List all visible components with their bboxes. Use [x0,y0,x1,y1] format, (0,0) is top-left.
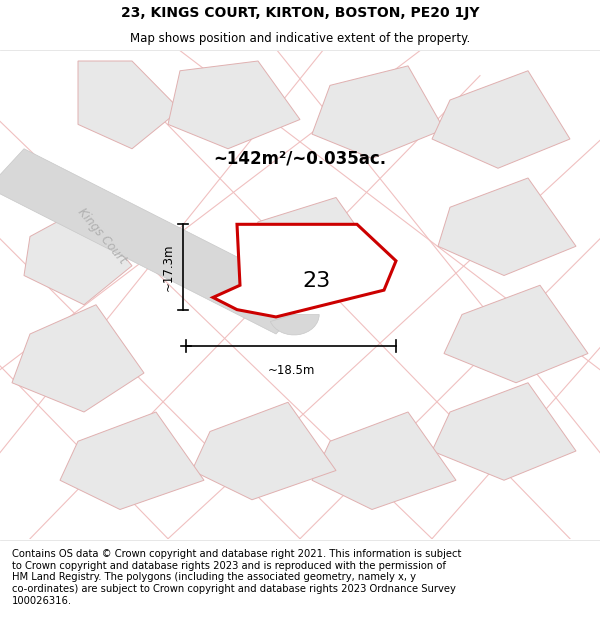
Polygon shape [444,285,588,382]
Polygon shape [432,382,576,480]
Polygon shape [312,412,456,509]
Text: Map shows position and indicative extent of the property.: Map shows position and indicative extent… [130,32,470,45]
Polygon shape [12,305,144,412]
Polygon shape [312,66,444,159]
Text: ~18.5m: ~18.5m [268,364,314,377]
Text: 23: 23 [302,271,331,291]
Text: Contains OS data © Crown copyright and database right 2021. This information is : Contains OS data © Crown copyright and d… [12,549,461,606]
Polygon shape [24,208,132,305]
Polygon shape [78,61,180,149]
Polygon shape [432,71,570,168]
Text: ~17.3m: ~17.3m [161,243,175,291]
Polygon shape [192,402,336,500]
Polygon shape [0,149,312,334]
Text: Kings Court: Kings Court [75,206,129,267]
Text: ~142m²/~0.035ac.: ~142m²/~0.035ac. [214,149,386,168]
Polygon shape [60,412,204,509]
Polygon shape [213,224,396,317]
Polygon shape [246,198,384,295]
Text: 23, KINGS COURT, KIRTON, BOSTON, PE20 1JY: 23, KINGS COURT, KIRTON, BOSTON, PE20 1J… [121,6,479,20]
Polygon shape [168,61,300,149]
Polygon shape [438,178,576,276]
Wedge shape [271,314,319,335]
